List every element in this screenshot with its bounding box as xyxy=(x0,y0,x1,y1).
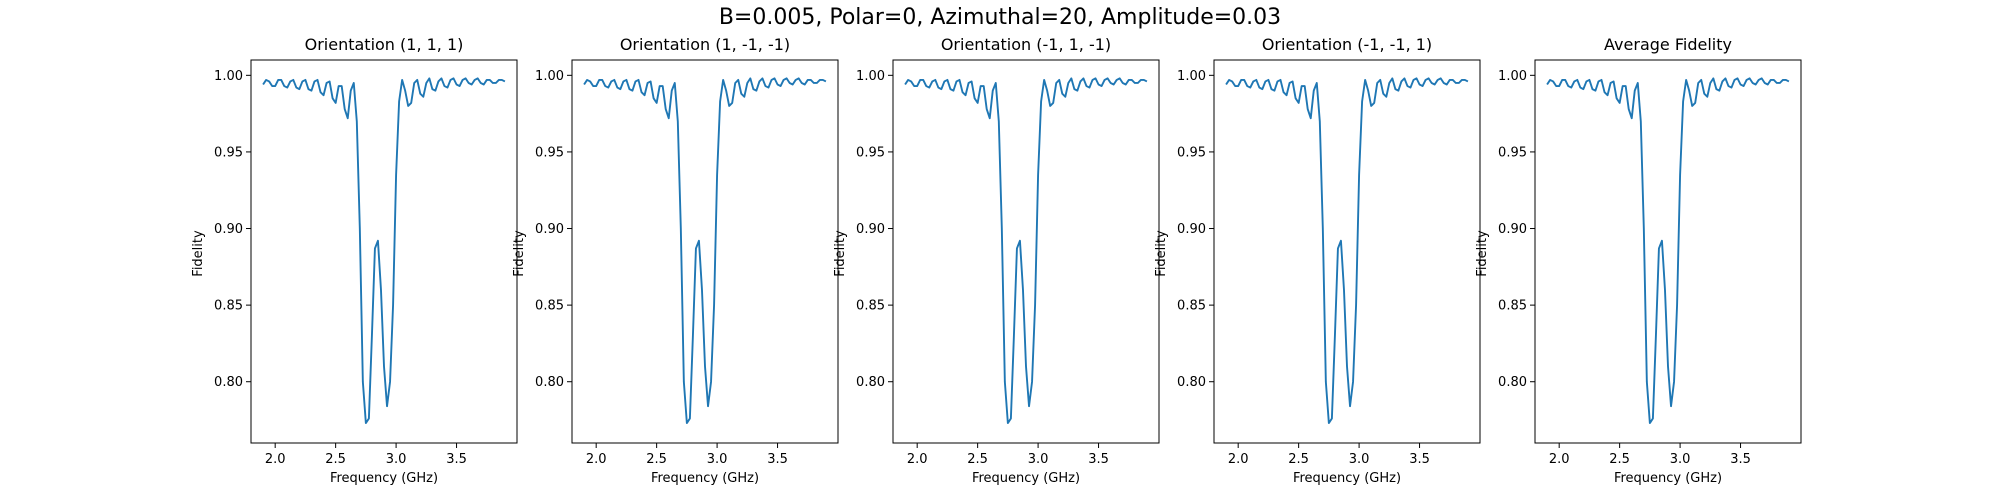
subplot-1: Orientation (1, 1, 1) 2.0 2.5 3.0 3.5 0.80 0.8… xyxy=(191,35,518,486)
y-tick-label: 0.85 xyxy=(214,299,243,314)
x-tick-label: 3.0 xyxy=(1028,452,1049,467)
y-tick-label: 0.85 xyxy=(856,299,885,314)
x-tick-label: 2.0 xyxy=(586,452,607,467)
y-axis-label: Fidelity xyxy=(1154,230,1169,277)
y-tick-label: 0.95 xyxy=(1498,145,1527,160)
figure-suptitle: B=0.005, Polar=0, Azimuthal=20, Amplitud… xyxy=(718,5,1282,30)
x-tick-label: 3.0 xyxy=(707,452,728,467)
x-tick-label: 2.5 xyxy=(325,452,346,467)
y-tick-label: 1.00 xyxy=(1177,69,1206,84)
y-tick-label: 0.80 xyxy=(856,375,885,390)
y-axis-label: Fidelity xyxy=(833,230,848,277)
y-tick-label: 0.90 xyxy=(214,222,243,237)
x-tick-label: 2.5 xyxy=(1288,452,1309,467)
axes-frame xyxy=(571,59,839,444)
y-tick-label: 0.80 xyxy=(1177,375,1206,390)
x-tick-label: 3.0 xyxy=(1349,452,1370,467)
x-tick-label: 2.5 xyxy=(646,452,667,467)
axes-frame xyxy=(1213,59,1481,444)
x-axis-label: Frequency (GHz) xyxy=(330,471,438,486)
axes-frame xyxy=(892,59,1160,444)
y-tick-label: 0.90 xyxy=(1498,222,1527,237)
y-tick-label: 0.85 xyxy=(1498,299,1527,314)
y-tick-label: 0.85 xyxy=(535,299,564,314)
x-tick-label: 3.0 xyxy=(1670,452,1691,467)
x-tick-label: 2.0 xyxy=(265,452,286,467)
x-tick-label: 3.0 xyxy=(386,452,407,467)
x-axis-label: Frequency (GHz) xyxy=(1293,471,1401,486)
series-line xyxy=(262,77,506,425)
subplot-5: Average Fidelity 2.0 2.5 3.0 3.5 0.80 0.85 0.90… xyxy=(1475,35,1802,486)
y-tick-label: 1.00 xyxy=(856,69,885,84)
x-tick-label: 2.0 xyxy=(907,452,928,467)
y-tick-label: 0.85 xyxy=(1177,299,1206,314)
x-tick-label: 3.5 xyxy=(1730,452,1751,467)
subplot-title: Orientation (-1, 1, -1) xyxy=(941,35,1111,54)
y-tick-label: 0.95 xyxy=(214,145,243,160)
x-tick-label: 2.5 xyxy=(1609,452,1630,467)
y-tick-label: 0.95 xyxy=(856,145,885,160)
y-axis-label: Fidelity xyxy=(1475,230,1490,277)
y-tick-label: 0.90 xyxy=(535,222,564,237)
x-tick-label: 2.0 xyxy=(1549,452,1570,467)
subplot-title: Orientation (1, -1, -1) xyxy=(620,35,790,54)
y-tick-label: 0.80 xyxy=(535,375,564,390)
y-tick-label: 0.95 xyxy=(1177,145,1206,160)
y-axis-label: Fidelity xyxy=(191,230,206,277)
subplot-title: Orientation (1, 1, 1) xyxy=(305,35,464,54)
x-tick-label: 2.0 xyxy=(1228,452,1249,467)
x-axis-label: Frequency (GHz) xyxy=(1614,471,1722,486)
axes-frame xyxy=(250,59,518,444)
subplot-3: Orientation (-1, 1, -1) 2.0 2.5 3.0 3.5 0.80 0… xyxy=(833,35,1160,486)
y-axis-label: Fidelity xyxy=(512,230,527,277)
x-tick-label: 3.5 xyxy=(1088,452,1109,467)
y-tick-label: 1.00 xyxy=(214,69,243,84)
x-tick-label: 3.5 xyxy=(767,452,788,467)
x-tick-label: 3.5 xyxy=(446,452,467,467)
y-tick-label: 1.00 xyxy=(535,69,564,84)
y-tick-label: 0.90 xyxy=(856,222,885,237)
y-tick-label: 0.80 xyxy=(1498,375,1527,390)
series-line xyxy=(583,77,827,425)
axes-frame xyxy=(1534,59,1802,444)
y-tick-label: 0.80 xyxy=(214,375,243,390)
series-line xyxy=(1546,77,1790,425)
subplot-title: Orientation (-1, -1, 1) xyxy=(1262,35,1432,54)
y-tick-label: 0.90 xyxy=(1177,222,1206,237)
subplot-2: Orientation (1, -1, -1) 2.0 2.5 3.0 3.5 0.80 0… xyxy=(512,35,839,486)
subplot-title: Average Fidelity xyxy=(1604,35,1732,54)
y-tick-label: 1.00 xyxy=(1498,69,1527,84)
y-tick-label: 0.95 xyxy=(535,145,564,160)
x-tick-label: 2.5 xyxy=(967,452,988,467)
subplot-4: Orientation (-1, -1, 1) 2.0 2.5 3.0 3.5 0.80 0… xyxy=(1154,35,1481,486)
x-tick-label: 3.5 xyxy=(1409,452,1430,467)
series-line xyxy=(1225,77,1469,425)
x-axis-label: Frequency (GHz) xyxy=(651,471,759,486)
x-axis-label: Frequency (GHz) xyxy=(972,471,1080,486)
series-line xyxy=(904,77,1148,425)
